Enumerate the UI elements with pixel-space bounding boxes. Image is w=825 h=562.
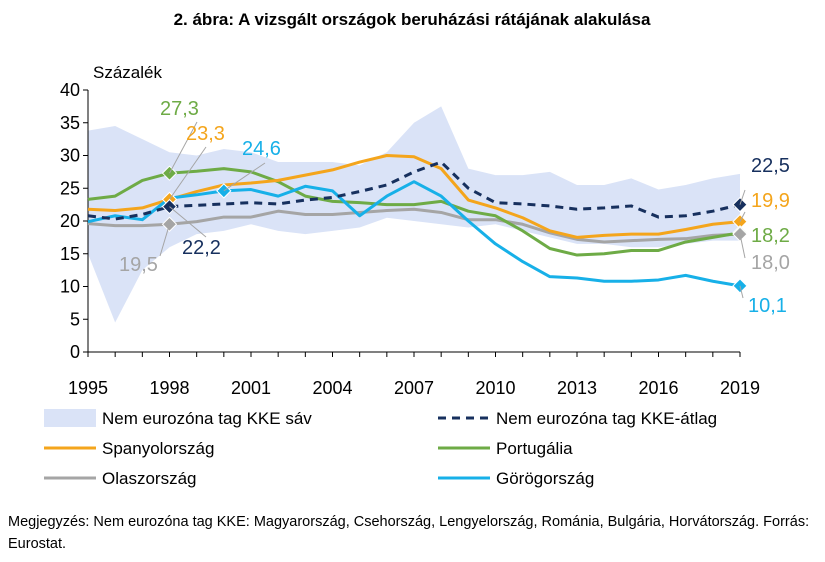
legend-label: Nem eurozóna tag KKE-átlag	[496, 409, 717, 428]
data-label: 10,1	[748, 295, 787, 317]
y-axis-label: Százalék	[93, 63, 162, 82]
leader-line	[739, 233, 746, 259]
x-tick-label: 2016	[638, 378, 678, 398]
band-area	[88, 106, 740, 323]
legend-label: Portugália	[496, 439, 573, 458]
line-chart: 2. ábra: A vizsgált országok beruházási …	[44, 10, 790, 488]
x-tick-label: 2019	[720, 378, 760, 398]
x-tick-label: 1998	[149, 378, 189, 398]
y-tick-label: 40	[60, 80, 80, 100]
data-label: 18,2	[751, 225, 790, 247]
leader-line	[223, 162, 266, 192]
chart-title: 2. ábra: A vizsgált országok beruházási …	[174, 10, 651, 29]
data-label: 24,6	[242, 138, 281, 160]
leader-line	[169, 146, 207, 200]
y-tick-label: 25	[60, 178, 80, 198]
x-tick-label: 2010	[475, 378, 515, 398]
data-label: 22,2	[182, 237, 221, 259]
leader-line	[169, 121, 198, 174]
data-label: 23,3	[186, 123, 225, 145]
legend-label: Görögország	[496, 469, 594, 488]
y-tick-label: 10	[60, 277, 80, 297]
footnote: Megjegyzés: Nem eurozóna tag KKE: Magyar…	[8, 514, 810, 552]
legend-label: Nem eurozóna tag KKE sáv	[102, 409, 312, 428]
series-layer	[87, 154, 741, 288]
leader-line	[159, 224, 170, 257]
data-label: 18,0	[751, 252, 790, 274]
data-label: 22,5	[751, 155, 790, 177]
y-tick-label: 30	[60, 146, 80, 166]
series-line	[87, 154, 741, 239]
band-layer	[88, 106, 740, 323]
x-tick-label: 1995	[68, 378, 108, 398]
y-tick-label: 15	[60, 244, 80, 264]
leader-line	[739, 285, 744, 299]
legend-label: Olaszország	[102, 469, 196, 488]
x-tick-label: 2004	[312, 378, 352, 398]
series-line	[87, 207, 741, 244]
legend: Nem eurozóna tag KKE sáv Nem eurozóna tag…	[44, 409, 717, 488]
y-tick-label: 20	[60, 211, 80, 231]
series-line	[87, 180, 741, 288]
leader-line	[739, 211, 746, 222]
axes: 0 5 10 15 20 25 30 35 40 1995 1998 2001 2004 2007 2010…	[60, 80, 760, 398]
x-tick-label: 2013	[557, 378, 597, 398]
series-line	[87, 160, 741, 221]
leader-line	[169, 206, 207, 238]
x-tick-label: 2007	[394, 378, 434, 398]
leader-line	[739, 189, 746, 205]
data-label: 19,9	[751, 190, 790, 212]
legend-label: Spanyolország	[102, 439, 214, 458]
y-tick-label: 5	[70, 309, 80, 329]
series-line	[87, 167, 741, 257]
y-tick-label: 0	[70, 342, 80, 362]
data-label: 27,3	[160, 98, 199, 120]
legend-swatch	[44, 409, 96, 427]
y-tick-label: 35	[60, 113, 80, 133]
data-label: 19,5	[119, 254, 158, 276]
annotation-layer: 27,3 23,3 24,6 19,5 22,2 22,5 19,9 18,2 18,0 10,1	[119, 98, 790, 317]
x-tick-label: 2001	[231, 378, 271, 398]
